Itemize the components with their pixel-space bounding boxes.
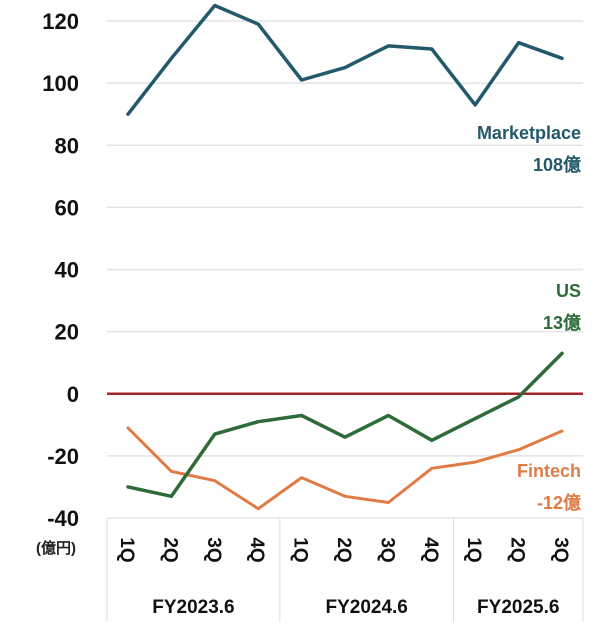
gridlines: [107, 20, 583, 457]
series-lines: [126, 3, 564, 511]
y-tick-label: -20: [47, 444, 79, 469]
y-tick-label: 100: [42, 71, 79, 96]
series-annotations: Marketplace 108億 US 13億 Fintech -12億: [477, 123, 581, 513]
x-tick-label: 3Q: [203, 537, 224, 562]
fiscal-year-label: FY2023.6: [152, 597, 234, 618]
y-axis-ticks: 120 100 80 60 40 20 0 -20 -40: [42, 9, 79, 531]
y-tick-label: 40: [55, 258, 79, 283]
x-tick-label: 3Q: [550, 537, 571, 562]
series-value-us: 13億: [543, 312, 581, 333]
y-tick-label: -40: [47, 506, 79, 531]
series-line-us: [126, 351, 564, 499]
y-tick-label: 120: [42, 9, 79, 34]
x-tick-label: 3Q: [376, 537, 397, 562]
series-value-marketplace: 108億: [533, 154, 581, 175]
series-label-fintech: Fintech: [517, 461, 581, 481]
x-tick-label: 2Q: [507, 537, 528, 562]
series-label-marketplace: Marketplace: [477, 123, 581, 143]
y-tick-label: 20: [55, 320, 79, 345]
x-tick-label: 1Q: [290, 537, 311, 562]
x-axis: 1Q 2Q 3Q 4Q 1Q 2Q 3Q 4Q 1Q 2Q 3Q FY2023.6 FY2024.6 FY…: [106, 517, 584, 622]
x-tick-label: 1Q: [463, 537, 484, 562]
x-tick-label: 4Q: [420, 537, 441, 562]
x-tick-label: 2Q: [159, 537, 180, 562]
x-tick-label: 2Q: [333, 537, 354, 562]
y-axis-unit-label: (億円): [36, 539, 76, 557]
y-tick-label: 80: [55, 133, 79, 158]
series-value-fintech: -12億: [537, 492, 581, 513]
fiscal-year-label: FY2024.6: [325, 597, 407, 618]
x-tick-label: 4Q: [246, 537, 267, 562]
series-line-fintech: [126, 426, 564, 511]
y-tick-label: 0: [67, 382, 79, 407]
series-label-us: US: [556, 281, 581, 301]
x-tick-label: 1Q: [116, 537, 137, 562]
fiscal-year-label: FY2025.6: [477, 597, 559, 618]
y-tick-label: 60: [55, 195, 79, 220]
series-line-marketplace: [126, 3, 564, 116]
